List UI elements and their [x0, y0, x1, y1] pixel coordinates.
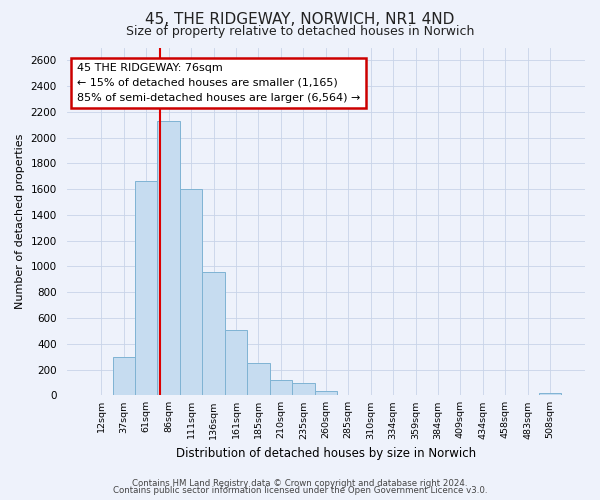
- X-axis label: Distribution of detached houses by size in Norwich: Distribution of detached houses by size …: [176, 447, 476, 460]
- Bar: [539, 392, 562, 396]
- Text: 45, THE RIDGEWAY, NORWICH, NR1 4ND: 45, THE RIDGEWAY, NORWICH, NR1 4ND: [145, 12, 455, 28]
- Bar: [135, 181, 157, 396]
- Text: Contains public sector information licensed under the Open Government Licence v3: Contains public sector information licen…: [113, 486, 487, 495]
- Bar: [292, 383, 314, 396]
- Y-axis label: Number of detached properties: Number of detached properties: [15, 134, 25, 309]
- Bar: [269, 380, 292, 396]
- Bar: [202, 272, 225, 396]
- Text: 45 THE RIDGEWAY: 76sqm
← 15% of detached houses are smaller (1,165)
85% of semi-: 45 THE RIDGEWAY: 76sqm ← 15% of detached…: [77, 63, 360, 103]
- Bar: [113, 358, 135, 396]
- Text: Size of property relative to detached houses in Norwich: Size of property relative to detached ho…: [126, 25, 474, 38]
- Bar: [225, 330, 247, 396]
- Bar: [180, 189, 202, 396]
- Text: Contains HM Land Registry data © Crown copyright and database right 2024.: Contains HM Land Registry data © Crown c…: [132, 478, 468, 488]
- Bar: [247, 363, 269, 396]
- Bar: [157, 121, 180, 396]
- Bar: [314, 392, 337, 396]
